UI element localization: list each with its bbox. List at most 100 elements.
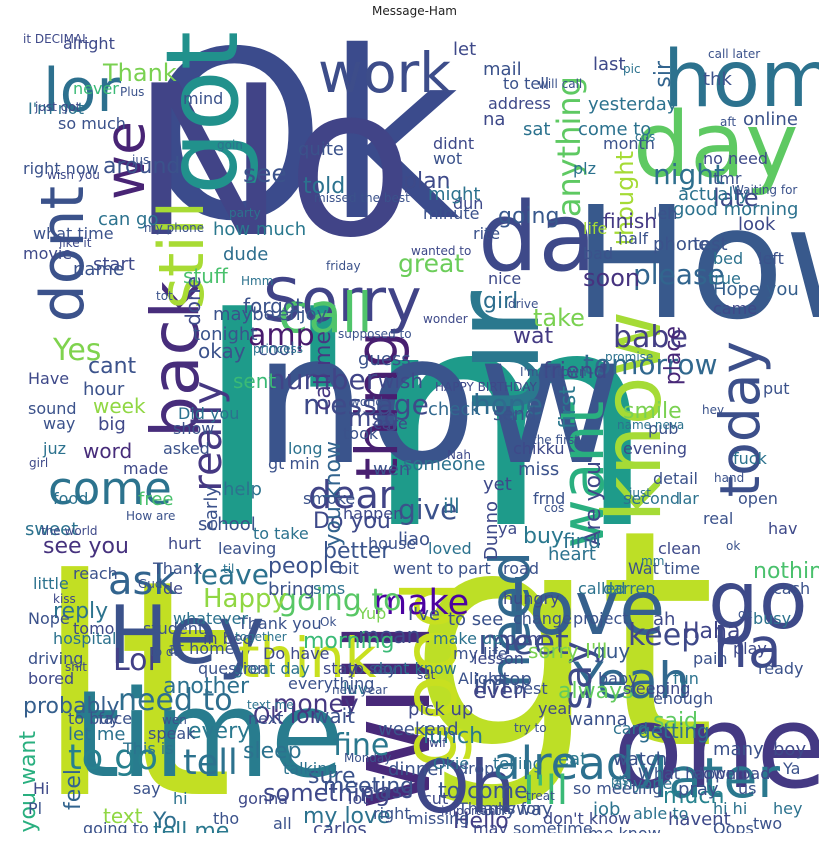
word-238: leh: [653, 204, 678, 223]
word-52: to go: [68, 738, 158, 778]
word-61: night: [653, 158, 726, 191]
word-126: guy: [593, 639, 631, 663]
word-162: stop: [493, 669, 532, 690]
word-106: word: [83, 439, 133, 463]
word-183: dun: [453, 194, 484, 213]
word-181: look: [738, 214, 776, 235]
word-288: to take: [253, 524, 309, 543]
word-50: keep: [628, 618, 701, 653]
word-404: cos: [544, 501, 565, 515]
word-315: went to: [393, 559, 454, 578]
word-29: think: [238, 626, 377, 690]
word-403: Nah: [447, 448, 471, 462]
word-369: party: [229, 206, 261, 220]
word-372: I'm in town: [520, 365, 587, 379]
word-325: whatever: [173, 609, 249, 628]
word-408: wen: [162, 713, 187, 727]
word-241: nice: [488, 269, 522, 288]
word-317: dont know: [373, 659, 457, 678]
word-387: HAPPY BIRTHDAY: [435, 380, 537, 394]
word-17: go: [708, 554, 808, 647]
word-223: I'm not: [28, 99, 84, 118]
word-82: Thank: [103, 59, 177, 87]
word-68: Yes: [53, 333, 102, 368]
word-336: all: [273, 814, 292, 833]
word-277: way: [43, 414, 76, 433]
word-335: gonna: [238, 789, 289, 808]
word-394: Monday: [344, 751, 392, 765]
word-180: test: [693, 234, 728, 255]
word-125: first: [556, 386, 581, 429]
word-218: speak: [148, 724, 196, 743]
word-360: How are: [126, 509, 176, 523]
word-264: make up: [433, 629, 503, 648]
word-131: Ok lor: [253, 704, 319, 729]
word-182: phone: [653, 234, 710, 255]
word-155: room: [498, 629, 545, 650]
word-256: fun: [673, 669, 699, 688]
word-283: show: [173, 419, 215, 438]
word-349: hey: [773, 799, 803, 818]
word-229: no need: [703, 149, 768, 168]
word-149: send: [493, 404, 537, 425]
word-246: came: [713, 299, 758, 318]
word-25: work: [318, 41, 452, 105]
word-77: something: [263, 779, 391, 807]
word-4: gt: [408, 466, 717, 815]
word-326: student: [143, 619, 205, 638]
word-287: leaving: [218, 539, 277, 558]
word-169: yesterday: [588, 94, 678, 115]
word-227: might: [428, 184, 481, 205]
word-100: Do you: [313, 509, 391, 534]
word-382: aft: [720, 115, 737, 129]
word-311: part: [458, 559, 491, 578]
word-209: may: [473, 819, 508, 834]
word-330: Nope: [28, 609, 70, 628]
word-263: Alight: [458, 669, 505, 688]
word-18: Hey: [108, 589, 265, 682]
word-192: guess: [358, 349, 411, 370]
word-142: dude: [223, 244, 269, 265]
word-170: let: [453, 39, 477, 60]
word-152: miss: [518, 459, 560, 480]
word-243: half: [618, 229, 649, 248]
word-291: bit: [338, 559, 359, 578]
word-272: This is: [123, 739, 174, 758]
word-189: movie: [23, 244, 73, 263]
word-34: later: [653, 746, 780, 810]
word-358: hey: [702, 403, 725, 417]
word-60: please: [633, 258, 725, 291]
word-184: rite: [473, 224, 501, 243]
word-6: now: [253, 296, 625, 505]
word-64: Happy: [203, 584, 287, 614]
word-321: great day: [233, 659, 310, 678]
word-144: big: [98, 414, 126, 435]
word-386: supposed to: [338, 327, 412, 341]
word-375: the world: [41, 524, 98, 538]
word-173: sat: [523, 119, 551, 140]
word-195: someone: [403, 454, 486, 475]
word-69: tomorrow: [583, 348, 718, 381]
word-351: it DECIMAL: [23, 32, 89, 46]
word-339: cut: [423, 789, 449, 808]
word-343: don't know: [543, 809, 632, 828]
word-296: long: [288, 439, 323, 458]
word-114: Yo: [153, 809, 177, 833]
word-345: anyone: [613, 774, 673, 793]
word-203: hi hi: [713, 799, 748, 818]
word-286: hurt: [168, 534, 202, 553]
word-196: wen: [373, 459, 411, 480]
word-225: alright: [63, 34, 115, 53]
word-cloud: OkNoI'mgtltnowHowgottimeoneurwilldayhome…: [13, 21, 819, 833]
word-132: sleep: [243, 739, 302, 764]
word-56: amp: [248, 318, 315, 353]
word-35: Yeah: [573, 652, 690, 710]
word-265: my life: [453, 644, 508, 663]
word-306: clean: [658, 539, 702, 558]
word-290: happen: [343, 504, 404, 523]
word-177: last: [593, 54, 626, 75]
word-54: fine: [333, 728, 390, 763]
word-32: ha: [713, 616, 782, 680]
word-211: Okie: [433, 754, 470, 773]
